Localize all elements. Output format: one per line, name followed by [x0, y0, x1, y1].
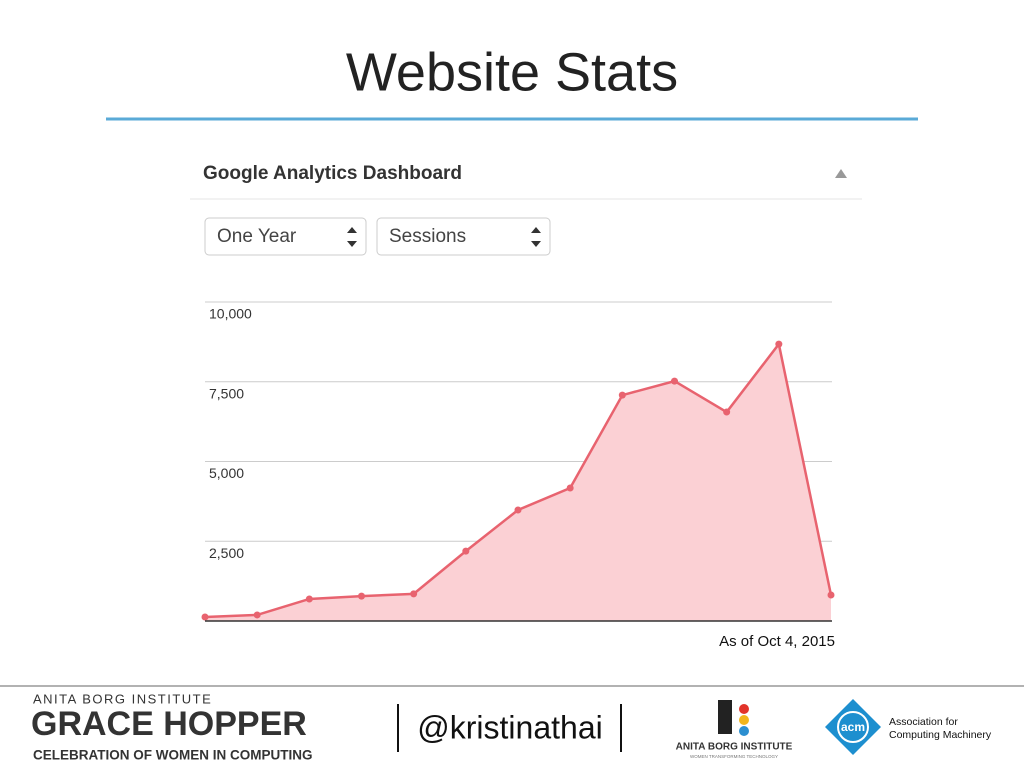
acm-ring	[837, 711, 869, 743]
abi-logo	[718, 700, 749, 736]
point	[305, 595, 313, 603]
period-select[interactable]	[204, 217, 367, 256]
point	[775, 340, 783, 348]
footer-handle: @kristinathai	[417, 709, 602, 745]
point	[253, 611, 261, 619]
acm-logo-text: acm	[841, 720, 865, 734]
point	[827, 591, 835, 599]
y-tick-label: 2,500	[209, 545, 244, 561]
acm-diamond	[825, 699, 881, 755]
point	[462, 547, 470, 555]
acm-name: Computing Machinery	[889, 729, 992, 741]
period-select-label: One Year	[217, 226, 297, 247]
metric-select[interactable]	[376, 217, 551, 256]
point	[201, 613, 209, 621]
note: As of Oct 4, 2015	[719, 633, 835, 650]
footer-event: GRACE HOPPER	[31, 705, 307, 743]
point	[566, 484, 574, 492]
panel-title: Google Analytics Dashboard	[203, 163, 462, 184]
y-tick-label: 5,000	[209, 465, 244, 481]
acm-name: Association for	[889, 716, 958, 728]
y-tick-label: 7,500	[209, 385, 244, 401]
abi-logo-text: ANITA BORG INSTITUTE	[676, 742, 793, 753]
point	[618, 391, 626, 399]
point	[671, 377, 678, 385]
select-arrows	[347, 227, 357, 247]
area	[205, 344, 831, 621]
slide-title: Website Stats	[346, 42, 678, 102]
point	[514, 506, 522, 514]
metric-select-label: Sessions	[389, 226, 466, 247]
footer-institute: ANITA BORG INSTITUTE	[33, 691, 212, 706]
plot: 2,500 5,000 7,500 10,000	[201, 301, 835, 621]
collapse-arrow[interactable]	[835, 169, 847, 178]
point	[358, 592, 365, 600]
point	[410, 590, 418, 598]
y-tick-label: 10,000	[209, 306, 252, 322]
abi-tagline: WOMEN TRANSFORMING TECHNOLOGY	[690, 754, 778, 759]
select-arrows	[531, 227, 541, 247]
point	[723, 408, 731, 416]
footer-event-subtitle: CELEBRATION OF WOMEN IN COMPUTING	[33, 748, 313, 763]
